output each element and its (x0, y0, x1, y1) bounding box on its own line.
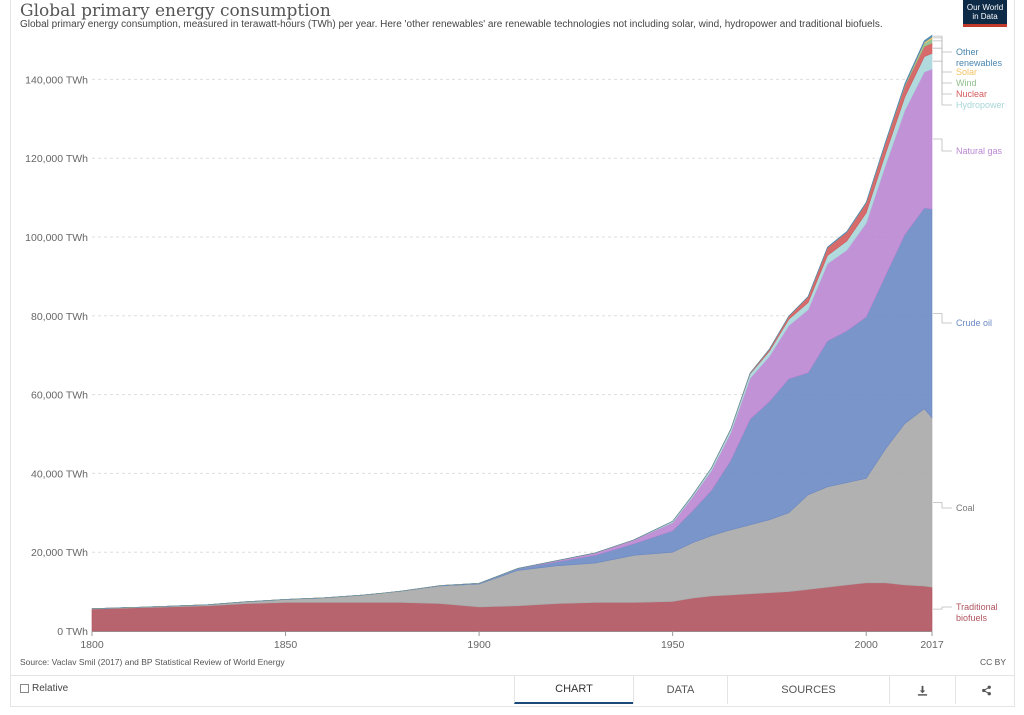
y-tick-label: 120,000 TWh (25, 153, 88, 165)
download-icon (917, 685, 928, 696)
label-leader-line (933, 35, 952, 53)
relative-checkbox[interactable] (20, 684, 29, 693)
end-label-traditional-biofuels[interactable]: Traditional biofuels (956, 602, 998, 623)
y-tick-label: 60,000 TWh (31, 390, 88, 402)
area-chart: 0 TWh 20,000 TWh 40,000 TWh 60,000 TWh 80,00… (25, 34, 1005, 651)
x-tick-label: 2000 (855, 639, 879, 651)
end-label-line: biofuels (956, 613, 988, 623)
label-leader-line (933, 502, 952, 509)
end-label-coal[interactable]: Coal (956, 503, 975, 513)
end-label-line: Nuclear (956, 89, 987, 99)
y-tick-label: 80,000 TWh (31, 311, 88, 323)
end-label-line: renewables (956, 58, 1003, 68)
tab-sources[interactable]: SOURCES (727, 676, 889, 704)
x-tick-label: 1800 (80, 639, 104, 651)
label-leader-line (933, 47, 952, 95)
x-tick-label: 1900 (467, 639, 491, 651)
end-label-line: Solar (956, 67, 977, 77)
x-tick-label: 1850 (274, 639, 298, 651)
label-leader-line (933, 606, 952, 610)
end-label-line: Natural gas (956, 146, 1003, 156)
y-tick-label: 140,000 TWh (25, 74, 88, 86)
end-label-wind[interactable]: Wind (956, 78, 977, 88)
end-label-line: Hydropower (956, 100, 1005, 110)
logo-line-1: Our World (966, 3, 1004, 12)
chart-subtitle: Global primary energy consumption, measu… (20, 19, 883, 30)
end-label-line: Traditional (956, 602, 998, 612)
area-other-renewables[interactable] (91, 34, 933, 609)
end-label-line: Coal (956, 503, 975, 513)
logo-line-2: in Data (972, 12, 998, 21)
relative-toggle[interactable]: Relative (20, 683, 68, 694)
label-leader-line (933, 37, 952, 73)
x-tick-label: 2017 (920, 639, 944, 651)
end-label-hydropower[interactable]: Hydropower (956, 100, 1005, 110)
relative-label: Relative (32, 683, 69, 694)
chart-title: Global primary energy consumption (20, 1, 331, 21)
tab-chart[interactable]: CHART (514, 676, 633, 704)
y-tick-label: 40,000 TWh (31, 468, 88, 480)
source-note: Source: Vaclav Smil (2017) and BP Statis… (20, 657, 285, 667)
end-label-other-renewables[interactable]: Other renewables (956, 47, 1003, 68)
label-leader-line (933, 40, 952, 84)
share-button[interactable] (955, 676, 1016, 704)
license-link[interactable]: CC BY (980, 657, 1006, 667)
share-icon (981, 685, 991, 695)
gridlines (92, 78, 932, 632)
tab-bar: CHART DATA SOURCES (514, 676, 1016, 704)
chart-controls: Relative CHART DATA SOURCES (10, 675, 1015, 704)
stacked-areas (91, 34, 933, 632)
end-label-line: Crude oil (956, 318, 992, 328)
y-tick-label: 0 TWh (57, 626, 88, 638)
end-label-line: Wind (956, 78, 977, 88)
owid-logo[interactable]: Our World in Data (963, 0, 1007, 27)
download-button[interactable] (889, 676, 955, 704)
label-leader-line (933, 138, 952, 152)
y-tick-label: 20,000 TWh (31, 547, 88, 559)
end-label-crude-oil[interactable]: Crude oil (956, 318, 992, 328)
end-label-solar[interactable]: Solar (956, 67, 977, 77)
end-label-natural-gas[interactable]: Natural gas (956, 146, 1003, 156)
y-tick-label: 100,000 TWh (25, 232, 88, 244)
end-label-nuclear[interactable]: Nuclear (956, 89, 987, 99)
end-label-line: Other (956, 47, 979, 57)
series-end-labels: Other renewablesSolarWindNuclearHydropowe… (933, 35, 1005, 623)
y-axis-ticks: 0 TWh 20,000 TWh 40,000 TWh 60,000 TWh 80,00… (25, 74, 88, 638)
label-leader-line (933, 60, 952, 106)
x-tick-label: 1950 (661, 639, 685, 651)
x-axis-ticks: 1800 1850 1900 1950 2000 2017 (80, 631, 944, 651)
label-leader-line (933, 313, 952, 324)
tab-data[interactable]: DATA (633, 676, 727, 704)
